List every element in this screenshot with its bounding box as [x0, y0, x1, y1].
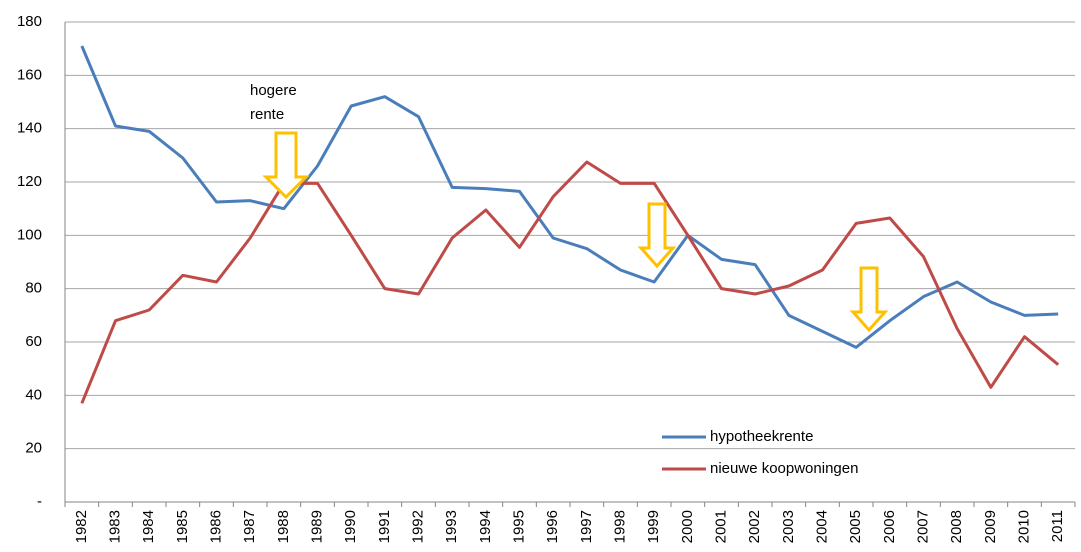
x-tick-label: 2003 — [780, 510, 797, 543]
x-tick-label: 1994 — [477, 510, 494, 543]
y-tick-label: 140 — [17, 120, 42, 137]
y-tick-label: 120 — [17, 173, 42, 190]
x-tick-label: 1999 — [645, 510, 662, 543]
x-tick-label: 2005 — [847, 510, 864, 543]
y-tick-label: 40 — [25, 386, 42, 403]
x-tick-label: 2000 — [679, 510, 696, 543]
legend-label: hypotheekrente — [710, 428, 813, 445]
x-tick-label: 1987 — [241, 510, 258, 543]
x-tick-label: 1996 — [544, 510, 561, 543]
x-tick-label: 1984 — [140, 510, 157, 543]
y-tick-label: 100 — [17, 226, 42, 243]
x-tick-label: 1989 — [308, 510, 325, 543]
x-tick-label: 2009 — [982, 510, 999, 543]
annotation: rente — [250, 106, 284, 123]
x-tick-label: 1985 — [174, 510, 191, 543]
x-tick-label: 2011 — [1049, 510, 1066, 542]
x-tick-label: 1998 — [611, 510, 628, 543]
x-tick-label: 1991 — [376, 510, 393, 543]
x-tick-label: 1993 — [443, 510, 460, 543]
arrow — [262, 131, 310, 200]
x-tick-label: 1992 — [409, 510, 426, 543]
y-tick-label: 160 — [17, 66, 42, 83]
x-tick-label: 2008 — [948, 510, 965, 543]
series-line — [80, 45, 1059, 349]
x-tick-label: 2004 — [813, 510, 830, 543]
annotation: hogere — [250, 82, 297, 99]
x-tick-label: 2002 — [746, 510, 763, 543]
x-tick-label: 2006 — [881, 510, 898, 543]
x-tick-label: 2001 — [712, 510, 729, 543]
series-line — [80, 160, 1060, 404]
y-tick-label: - — [37, 493, 42, 510]
x-tick-label: 1990 — [342, 510, 359, 543]
x-tick-label: 1995 — [510, 510, 527, 543]
x-tick-label: 1982 — [73, 510, 90, 543]
arrow — [849, 266, 889, 333]
x-tick-label: 2010 — [1015, 510, 1032, 543]
x-tick-label: 1983 — [106, 510, 123, 543]
x-tick-label: 1986 — [207, 510, 224, 543]
x-tick-label: 1997 — [578, 510, 595, 543]
x-tick-label: 2007 — [914, 510, 931, 543]
x-tick-label: 1988 — [275, 510, 292, 543]
arrow — [637, 202, 677, 269]
y-tick-label: 180 — [17, 13, 42, 30]
arrows — [262, 131, 889, 333]
y-tick-label: 20 — [25, 440, 42, 457]
y-tick-label: 80 — [25, 280, 42, 297]
legend-label: nieuwe koopwoningen — [710, 460, 858, 477]
y-tick-label: 60 — [25, 333, 42, 350]
